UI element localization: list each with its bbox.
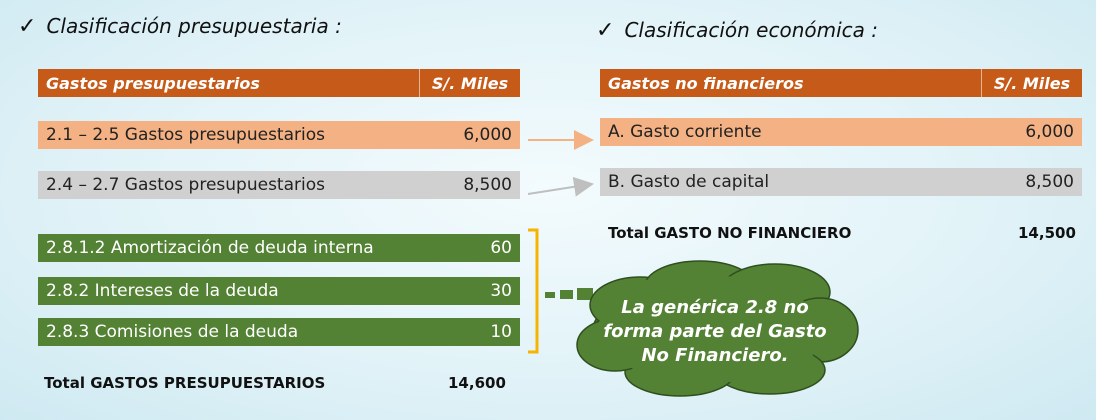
row-value: 8,500 xyxy=(463,175,512,195)
row-label: 2.4 – 2.7 Gastos presupuestarios xyxy=(46,175,325,195)
right-row-2: B. Gasto de capital 8,500 xyxy=(600,168,1082,196)
cloud-tail xyxy=(545,288,593,300)
left-row-1: 2.1 – 2.5 Gastos presupuestarios 6,000 xyxy=(38,121,520,149)
left-header-label: Gastos presupuestarios xyxy=(46,73,260,93)
left-total-label: Total GASTOS PRESUPUESTARIOS xyxy=(44,374,326,392)
check-icon: ✓ xyxy=(596,18,615,43)
green-row-3: 2.8.3 Comisiones de la deuda 10 xyxy=(38,318,520,346)
cloud-line-3: No Financiero. xyxy=(641,345,789,366)
row-label: A. Gasto corriente xyxy=(608,122,762,142)
right-total-value: 14,500 xyxy=(1018,224,1076,242)
row-value: 30 xyxy=(490,281,512,301)
cloud-callout-text: La genérica 2.8 no forma parte del Gasto… xyxy=(595,296,835,368)
right-table-header: Gastos no financieros S/. Miles xyxy=(600,69,1082,97)
arrow-gray xyxy=(527,176,594,197)
green-row-1: 2.8.1.2 Amortización de deuda interna 60 xyxy=(38,234,520,262)
row-label: B. Gasto de capital xyxy=(608,172,770,192)
row-label: 2.8.2 Intereses de la deuda xyxy=(46,281,279,301)
row-value: 6,000 xyxy=(1025,122,1074,142)
row-label: 2.1 – 2.5 Gastos presupuestarios xyxy=(46,125,325,145)
left-row-2: 2.4 – 2.7 Gastos presupuestarios 8,500 xyxy=(38,171,520,199)
row-value: 6,000 xyxy=(463,125,512,145)
right-row-1: A. Gasto corriente 6,000 xyxy=(600,118,1082,146)
right-heading: ✓ Clasificación económica : xyxy=(596,18,879,43)
row-value: 60 xyxy=(490,238,512,258)
row-value: 10 xyxy=(490,322,512,342)
left-total-value: 14,600 xyxy=(448,374,506,392)
right-header-label: Gastos no financieros xyxy=(608,73,804,93)
left-header-unit: S/. Miles xyxy=(419,69,520,97)
cloud-line-1: La genérica 2.8 no xyxy=(621,297,809,318)
check-icon: ✓ xyxy=(18,14,37,39)
right-header-unit: S/. Miles xyxy=(981,69,1082,97)
yellow-bracket xyxy=(528,228,539,354)
row-label: 2.8.3 Comisiones de la deuda xyxy=(46,322,299,342)
right-total-label: Total GASTO NO FINANCIERO xyxy=(608,224,852,242)
left-table-header: Gastos presupuestarios S/. Miles xyxy=(38,69,520,97)
left-heading: ✓ Clasificación presupuestaria : xyxy=(18,14,342,39)
cloud-line-2: forma parte del Gasto xyxy=(603,321,827,342)
green-row-2: 2.8.2 Intereses de la deuda 30 xyxy=(38,277,520,305)
row-value: 8,500 xyxy=(1025,172,1074,192)
row-label: 2.8.1.2 Amortización de deuda interna xyxy=(46,238,374,258)
